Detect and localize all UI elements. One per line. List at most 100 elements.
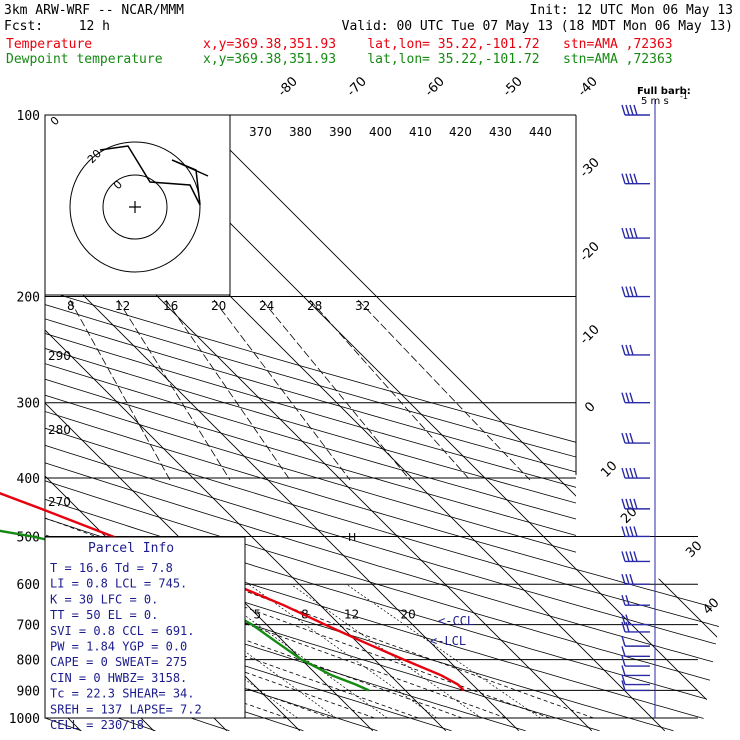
wind-speed-label: 16 (163, 299, 178, 313)
isotherm (167, 115, 720, 732)
isotherm (0, 87, 8, 730)
wind-barb-flag (633, 227, 638, 239)
wind-barb-flag (625, 392, 630, 403)
dry-adiabat (45, 115, 720, 732)
theta-label: 270 (48, 495, 71, 509)
wind-speed-label: 20 (211, 299, 226, 313)
parcel-row: CAPE = 0 SWEAT= 275 (50, 655, 187, 669)
parcel-row: CIN = 0 HWBZ= 3158. (50, 671, 187, 685)
isotherm-label: -10 (577, 322, 603, 348)
isotherm-label: 30 (683, 539, 705, 561)
speed-guide (69, 299, 171, 481)
dry-adiabat (45, 115, 720, 732)
mixing-ratio-line (290, 583, 482, 719)
dry-adiabat (45, 115, 720, 732)
theta-e-label: 430 (489, 125, 512, 139)
wind-barb-flag (625, 227, 630, 239)
wind-barb-flag (633, 526, 638, 537)
dry-adiabat (45, 115, 720, 732)
theta-e-label: 440 (529, 125, 552, 139)
wind-barb-flag (633, 286, 638, 297)
isotherm-label: 0 (582, 399, 598, 415)
isotherm (45, 115, 447, 732)
wind-barb-flag (629, 173, 634, 184)
dry-adiabat (45, 115, 720, 732)
wind-speed-label: 12 (115, 299, 130, 313)
dewpoint-line (0, 529, 370, 692)
wind-barb-flag (621, 432, 626, 444)
speed-guide (165, 299, 291, 481)
speed-guide (117, 299, 231, 481)
wind-barb-flag (625, 498, 630, 510)
theta-e-label: 370 (249, 125, 272, 139)
wind-barb-flag (633, 173, 638, 184)
parcel-row: SVI = 0.8 CCL = 691. (50, 624, 195, 638)
ccl-label: <-CCL (438, 614, 474, 628)
wind-speed-label: 8 (67, 299, 75, 313)
isotherm (45, 115, 520, 732)
wind-barb-flag (625, 286, 630, 297)
pressure-label-100: 100 (17, 109, 40, 124)
dewpoint-location: x,y=369.38,351.93 lat,lon= 35.22,-101.72… (203, 52, 673, 67)
wind-barb-flag (629, 104, 634, 116)
wind-barb-flag (633, 104, 638, 116)
wind-barb-flag (625, 173, 630, 184)
wind-barb-flag (629, 498, 634, 510)
wind-barb-flag (625, 551, 630, 562)
speed-guide (213, 299, 351, 481)
wind-speed-label: 24 (259, 299, 274, 313)
wind-barb-flag (633, 498, 638, 510)
wind-barb-flag (621, 467, 626, 479)
wind-barbs: Full barb:5 m s -1 (621, 86, 691, 718)
init-time: Init: 12 UTC Mon 06 May 13 (530, 3, 734, 18)
wind-barb-flag (625, 621, 630, 633)
temperature-label: Temperature (6, 37, 92, 52)
wind-barb-flag (621, 286, 626, 297)
pressure-label-200: 200 (17, 291, 40, 306)
barb-key-value: 5 m s (641, 96, 669, 107)
wind-barb-flag (621, 173, 626, 184)
wind-barb-flag (629, 526, 634, 537)
parcel-row: CELL = 230/18 (50, 718, 144, 732)
wind-barb-flag (625, 594, 630, 606)
dry-adiabat (45, 115, 526, 732)
wind-barb-flag (621, 392, 626, 403)
speed-ring (102, 174, 168, 240)
wind-barb-flag (621, 526, 626, 537)
parcel-row: K = 30 LFC = 0. (50, 592, 158, 606)
parcel-row: T = 16.6 Td = 7.8 (50, 561, 173, 575)
wind-barb-flag (625, 467, 630, 479)
dewpoint-label: Dewpoint temperature (6, 52, 163, 67)
mixing-ratio-label: 12 (344, 608, 359, 622)
wind-barb-flag (621, 655, 626, 667)
isotherm-label: -70 (344, 74, 370, 100)
parcel-row: Tc = 22.3 SHEAR= 34. (50, 687, 195, 701)
parcel-row: LI = 0.8 LCL = 745. (50, 577, 187, 591)
barb-key-title: Full barb: (637, 86, 691, 97)
wind-barb-flag (625, 432, 630, 444)
isotherm-label: -60 (422, 74, 448, 100)
theta-e-label: 420 (449, 125, 472, 139)
wind-barb-flag (621, 665, 626, 676)
isotherm-label: 40 (700, 596, 722, 618)
lcl-label: <-LCL (430, 634, 466, 648)
wind-barb-flag (629, 467, 634, 479)
wind-barb-flag (633, 551, 638, 562)
wind-barb-flag (621, 594, 626, 606)
wind-barb-flag (629, 227, 634, 239)
speed-guide (357, 299, 531, 481)
parcel-row: SREH = 137 LAPSE= 7.2 (50, 702, 202, 716)
theta-label: 280 (48, 423, 71, 437)
parcel-row: TT = 50 EL = 0. (50, 608, 158, 622)
dry-adiabat (45, 115, 720, 732)
isotherm-label: -40 (575, 74, 601, 100)
wind-barb-flag (625, 526, 630, 537)
dry-adiabat (45, 115, 720, 732)
parcel-row: PW = 1.84 YGP = 0.0 (50, 640, 187, 654)
wind-barb-flag (633, 467, 638, 479)
parcel-box (44, 536, 246, 719)
wind-barb-flag (621, 614, 626, 625)
theta-e-label: 410 (409, 125, 432, 139)
wind-barb-flag (629, 392, 634, 403)
